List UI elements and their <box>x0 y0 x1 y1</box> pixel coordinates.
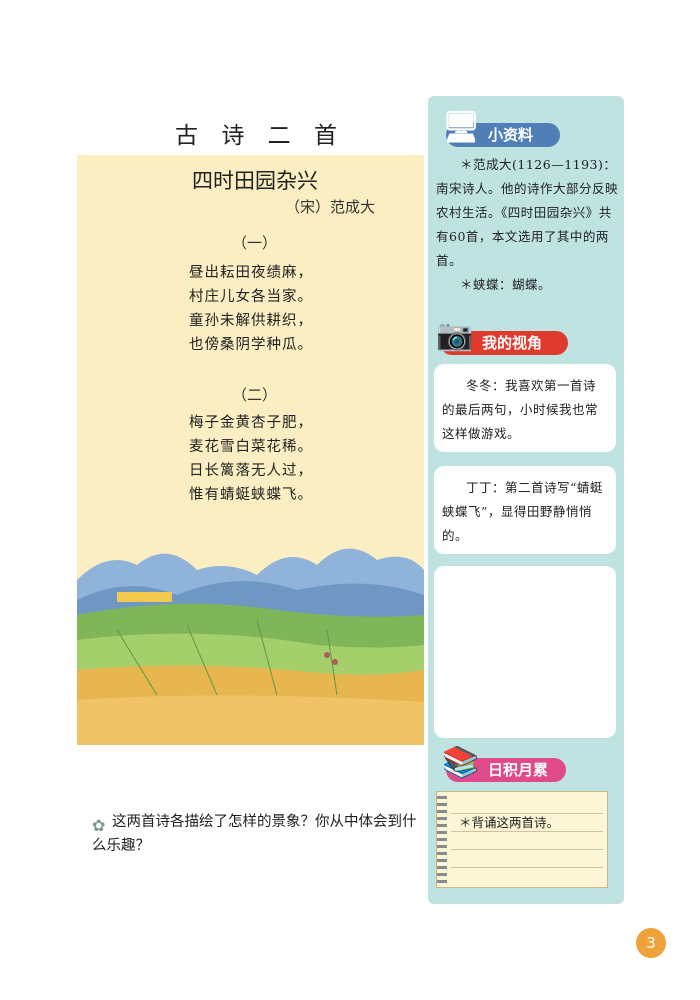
info-badge: 🖥 小资料 <box>442 113 560 147</box>
camera-icon: 📷 <box>436 318 474 353</box>
side-panel: 🖥 小资料 ＊范成大(1126—1193)：南宋诗人。他的诗作大部分反映农村生活… <box>428 96 624 904</box>
view-badge-label: 我的视角 <box>482 334 543 352</box>
poem-line: 也傍桑阴学种瓜。 <box>189 337 313 353</box>
computer-icon: 🖥 <box>442 110 481 145</box>
section-number: （二） <box>232 386 278 404</box>
info-paragraph: ＊范成大(1126—1193)：南宋诗人。他的诗作大部分反映农村生活。《四时田园… <box>436 157 619 268</box>
countryside-illustration <box>77 548 424 745</box>
blank-card <box>434 566 616 738</box>
accum-text: ＊背诵这两首诗。 <box>459 815 560 830</box>
question-text: ✿ 这两首诗各描绘了怎样的景象？你从中体会到什么乐趣？ <box>92 810 422 858</box>
poem-title: 四时田园杂兴 <box>192 169 318 193</box>
notebook-lines <box>451 796 603 883</box>
book-stack-icon: 📚 <box>442 745 480 780</box>
comment-card: 丁丁：第二首诗写“蜻蜓蛱蝶飞”，显得田野静悄悄的。 <box>434 466 616 554</box>
poem-line: 日长篱落无人过， <box>189 463 313 479</box>
poem-line: 麦花雪白菜花稀。 <box>189 439 313 455</box>
poem-panel: 四时田园杂兴 （宋）范成大 （一） 昼出耘田夜绩麻， 村庄儿女各当家。 童孙未解… <box>77 155 424 745</box>
poem-line: 村庄儿女各当家。 <box>189 289 313 305</box>
poem-line: 童孙未解供耕织， <box>189 313 313 329</box>
poem-line: 梅子金黄杏子肥， <box>189 415 313 431</box>
page-number: 3 <box>636 928 666 958</box>
poem-line: 惟有蜻蜓蛱蝶飞。 <box>189 487 313 503</box>
flower-icon: ✿ <box>92 816 106 835</box>
section-number: （一） <box>232 234 278 252</box>
poem-author: （宋）范成大 <box>285 198 376 216</box>
comment-text: 丁丁：第二首诗写“蜻蜓蛱蝶飞”，显得田野静悄悄的。 <box>442 480 603 543</box>
info-text: ＊范成大(1126—1193)：南宋诗人。他的诗作大部分反映农村生活。《四时田园… <box>436 153 618 297</box>
comment-card: 冬冬：我喜欢第一首诗的最后两句，小时候我也常这样做游戏。 <box>434 364 616 452</box>
info-badge-label: 小资料 <box>488 126 534 144</box>
view-badge: 📷 我的视角 <box>436 321 568 355</box>
accum-badge: 📚 日积月累 <box>442 748 566 782</box>
info-paragraph: ＊蛱蝶：蝴蝶。 <box>460 277 552 292</box>
comment-text: 冬冬：我喜欢第一首诗的最后两句，小时候我也常这样做游戏。 <box>442 378 599 441</box>
accum-badge-label: 日积月累 <box>488 761 549 779</box>
page-title: 古 诗 二 首 <box>175 123 345 149</box>
poem-line: 昼出耘田夜绩麻， <box>189 265 313 281</box>
question-body: 这两首诗各描绘了怎样的景象？你从中体会到什么乐趣？ <box>92 814 417 854</box>
notebook-rings <box>437 796 447 884</box>
notebook: ＊背诵这两首诗。 <box>436 791 608 888</box>
